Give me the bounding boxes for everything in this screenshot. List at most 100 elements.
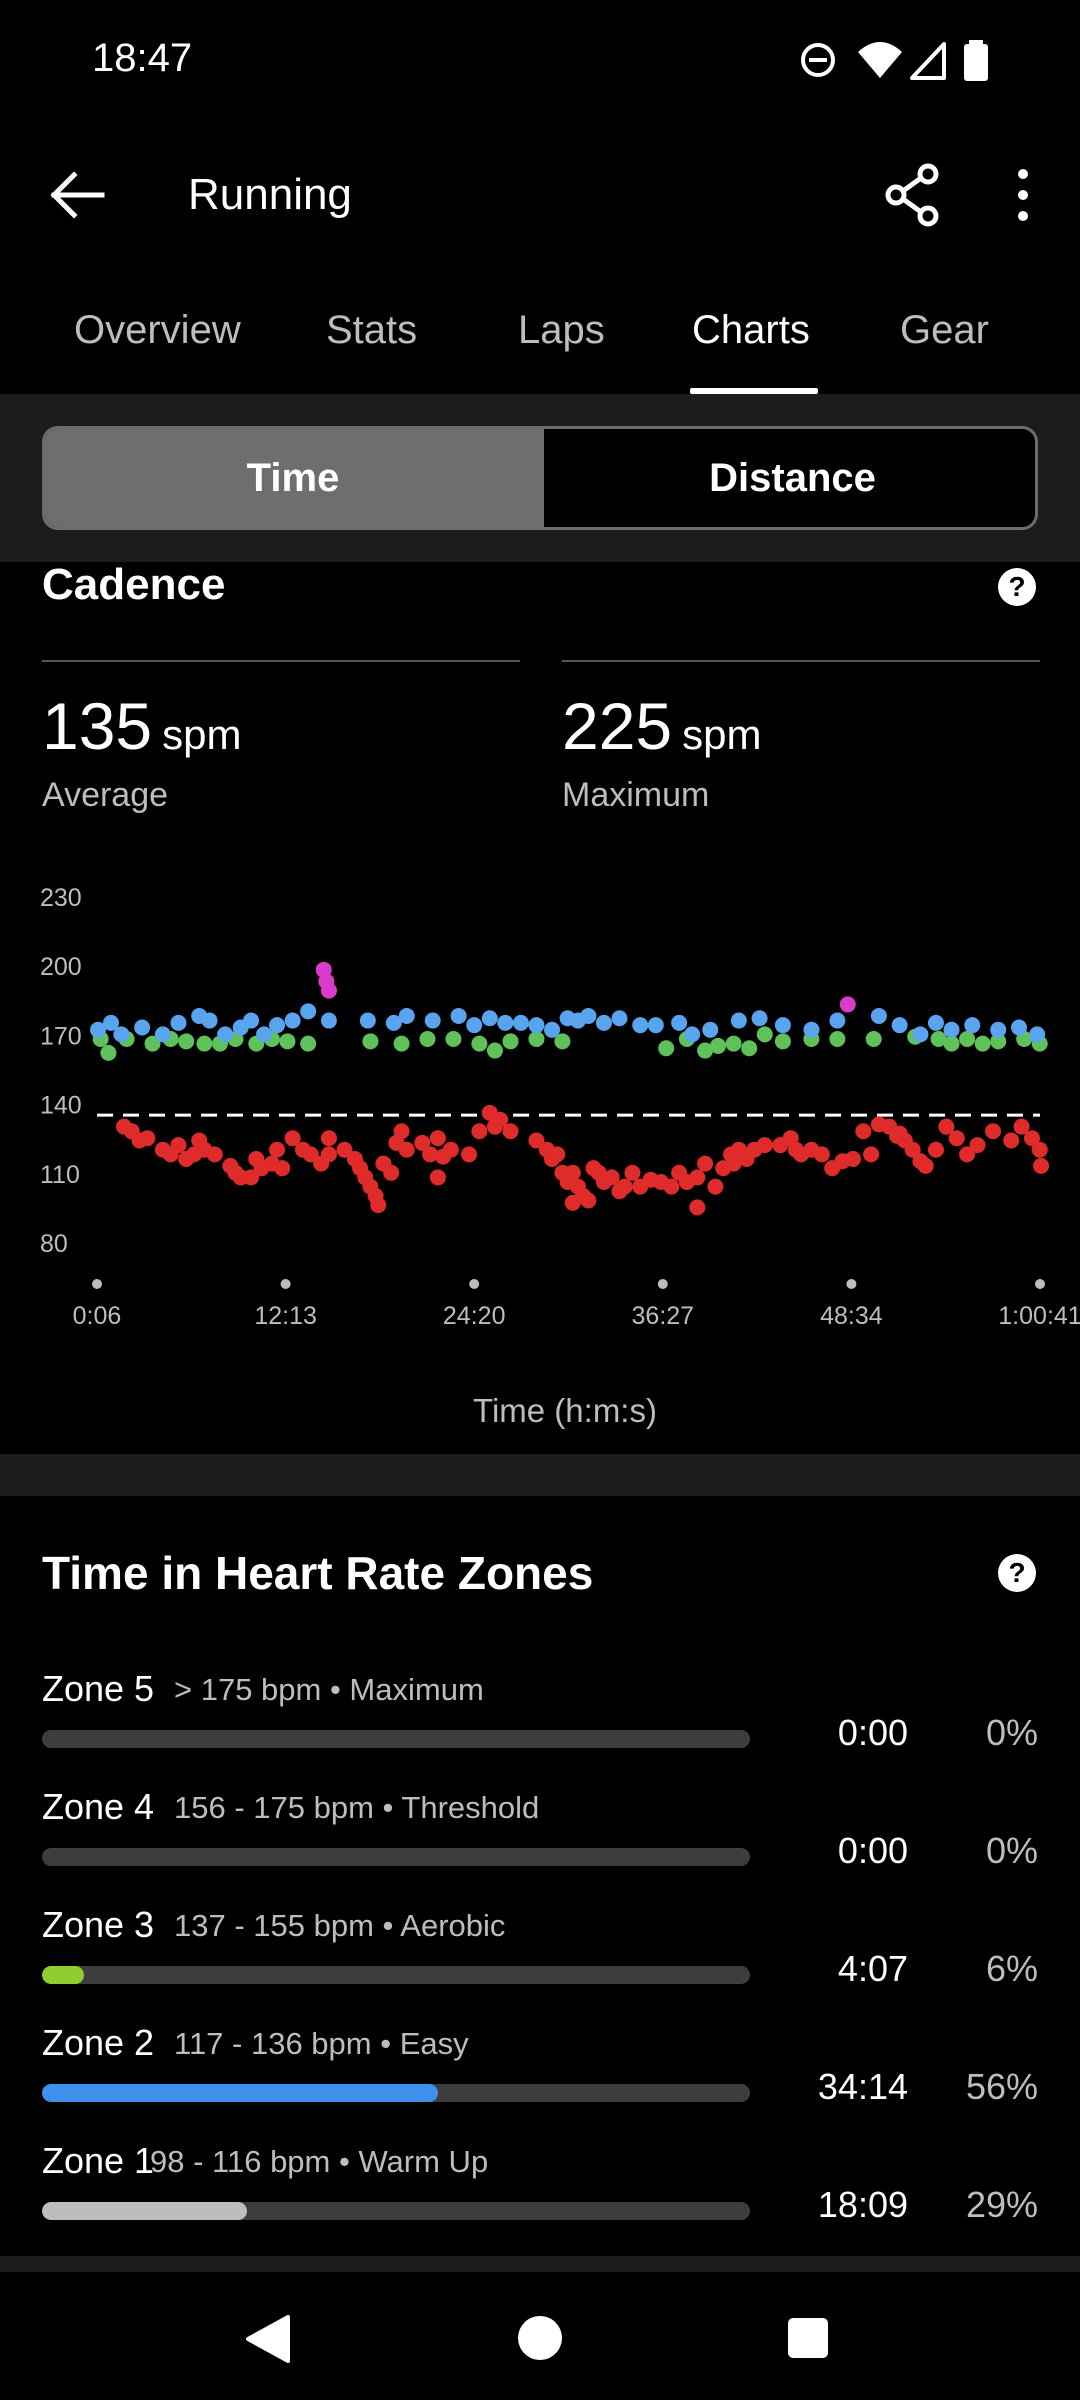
- y-tick-label: 200: [40, 953, 82, 981]
- average-unit: spm: [162, 711, 242, 758]
- cadence-point-red: [471, 1123, 488, 1140]
- more-vert-icon[interactable]: [996, 160, 1050, 230]
- cadence-point-red: [414, 1134, 431, 1151]
- cadence-point-blue: [544, 1021, 561, 1038]
- segment-time[interactable]: Time: [45, 429, 541, 527]
- cadence-point-blue: [891, 1017, 908, 1034]
- segment-distance[interactable]: Distance: [541, 429, 1035, 527]
- cadence-point-red: [170, 1137, 187, 1154]
- cadence-point-blue: [481, 1010, 498, 1027]
- cadence-point-magenta: [320, 982, 337, 999]
- hr-zone-row: Zone 1 98 - 116 bpm • Warm Up 18:09 29%: [0, 2140, 1080, 2258]
- zone-percent: 6%: [985, 1948, 1038, 1989]
- cadence-point-green: [502, 1033, 519, 1050]
- cadence-point-blue: [243, 1012, 260, 1029]
- cadence-point-red: [429, 1169, 446, 1186]
- cadence-point-blue: [912, 1026, 929, 1043]
- cadence-point-blue: [803, 1021, 820, 1038]
- cadence-point-blue: [512, 1014, 529, 1031]
- cadence-help-icon[interactable]: ?: [998, 568, 1036, 606]
- hr-zones-help-icon[interactable]: ?: [998, 1554, 1036, 1592]
- cadence-point-red: [1013, 1118, 1030, 1135]
- cadence-point-blue: [632, 1017, 649, 1034]
- cadence-point-red: [938, 1118, 955, 1135]
- cadence-point-red: [917, 1157, 934, 1174]
- cadence-point-blue: [702, 1021, 719, 1038]
- nav-home-icon[interactable]: [516, 2314, 564, 2362]
- cadence-point-green: [445, 1031, 462, 1048]
- cadence-point-red: [1003, 1132, 1020, 1149]
- cadence-point-green: [725, 1035, 742, 1052]
- zone-description: 137 - 155 bpm • Aerobic: [174, 1908, 506, 1943]
- average-value: 135: [42, 689, 153, 763]
- share-icon[interactable]: [878, 160, 948, 230]
- zone-description: 98 - 116 bpm • Warm Up: [150, 2144, 489, 2179]
- nav-recents-icon[interactable]: [786, 2316, 830, 2360]
- cadence-point-red: [969, 1137, 986, 1154]
- cadence-point-green: [419, 1031, 436, 1048]
- cadence-point-blue: [217, 1026, 234, 1043]
- cadence-point-green: [144, 1035, 161, 1052]
- cadence-point-blue: [269, 1017, 286, 1034]
- cadence-title: Cadence: [42, 560, 226, 609]
- cadence-point-green: [697, 1042, 714, 1059]
- cadence-point-green: [486, 1042, 503, 1059]
- cadence-point-green: [279, 1033, 296, 1050]
- tab-overview[interactable]: Overview: [74, 308, 241, 352]
- cadence-point-red: [707, 1178, 724, 1195]
- cadence-point-blue: [466, 1017, 483, 1034]
- y-tick-label: 80: [40, 1230, 68, 1258]
- back-button[interactable]: [42, 160, 112, 230]
- cadence-point-blue: [611, 1010, 628, 1027]
- cadence-point-red: [393, 1123, 410, 1140]
- hr-zone-row: Zone 3 137 - 155 bpm • Aerobic 4:07 6%: [0, 1904, 1080, 2022]
- cadence-point-red: [985, 1123, 1002, 1140]
- cadence-point-blue: [300, 1003, 317, 1020]
- cadence-point-blue: [359, 1012, 376, 1029]
- tab-bar: Overview Stats Laps Charts Gear: [0, 290, 1080, 394]
- cadence-point-red: [564, 1164, 581, 1181]
- average-cadence-value: 135 spm: [42, 688, 241, 764]
- zone-progress-track: [42, 1848, 750, 1866]
- cadence-point-blue: [647, 1017, 664, 1034]
- zone-progress-fill: [42, 2084, 439, 2102]
- cadence-point-green: [471, 1035, 488, 1052]
- hr-zone-row: Zone 4 156 - 175 bpm • Threshold 0:00 0%: [0, 1786, 1080, 1904]
- zone-time: 4:07: [837, 1948, 908, 1989]
- cadence-point-red: [948, 1130, 965, 1147]
- cadence-point-green: [959, 1031, 976, 1048]
- zone-name: Zone 5: [42, 1668, 155, 1709]
- tab-laps[interactable]: Laps: [518, 308, 605, 352]
- x-tick-dot: [469, 1279, 480, 1289]
- x-tick-dot: [846, 1279, 857, 1289]
- hr-zone-row: Zone 2 117 - 136 bpm • Easy 34:14 56%: [0, 2022, 1080, 2140]
- y-tick-label: 170: [40, 1022, 82, 1050]
- cadence-point-blue: [671, 1014, 688, 1031]
- cadence-point-red: [689, 1199, 706, 1216]
- cadence-point-red: [442, 1141, 459, 1158]
- zone-percent: 56%: [965, 2066, 1038, 2107]
- average-divider: [42, 660, 520, 662]
- zone-name: Zone 1: [42, 2140, 155, 2181]
- x-tick-label: 12:13: [254, 1302, 317, 1330]
- cadence-point-red: [492, 1111, 509, 1128]
- x-tick-label: 24:20: [443, 1302, 506, 1330]
- cadence-point-green: [710, 1037, 727, 1054]
- cadence-point-red: [1033, 1157, 1050, 1174]
- tab-stats[interactable]: Stats: [326, 308, 418, 352]
- tab-gear[interactable]: Gear: [900, 308, 989, 352]
- cadence-point-red: [959, 1146, 976, 1163]
- tab-charts[interactable]: Charts: [692, 308, 810, 352]
- average-label: Average: [42, 776, 169, 814]
- zone-description: 117 - 136 bpm • Easy: [174, 2026, 469, 2061]
- cadence-point-red: [383, 1164, 400, 1181]
- nav-back-icon[interactable]: [244, 2314, 292, 2364]
- system-nav-bar: [0, 2272, 1080, 2400]
- cadence-point-green: [974, 1035, 991, 1052]
- cadence-point-blue: [113, 1026, 130, 1043]
- cadence-chart: 230 200 170 140 110 80 0:06 12:13 24:20 36:27 48:3…: [40, 884, 1080, 1429]
- cadence-point-blue: [398, 1007, 415, 1024]
- cadence-point-red: [891, 1125, 908, 1142]
- cadence-point-blue: [829, 1012, 846, 1029]
- cadence-point-green: [741, 1040, 758, 1057]
